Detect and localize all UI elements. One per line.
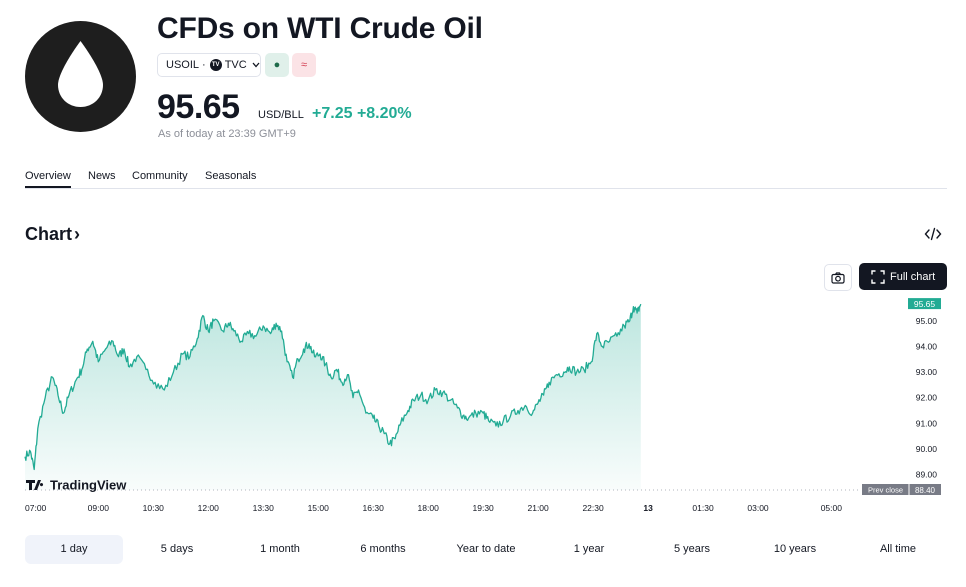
current-price-label: 95.65 xyxy=(914,299,936,309)
x-tick-label: 05:00 xyxy=(821,503,843,513)
market-open-status-icon[interactable]: ● xyxy=(265,53,289,77)
chart-heading-link[interactable]: Chart › xyxy=(25,224,80,245)
chart-heading-label: Chart xyxy=(25,224,73,244)
y-tick-label: 93.00 xyxy=(916,367,938,377)
section-tabs: Overview News Community Seasonals xyxy=(25,170,947,189)
range-1-month[interactable]: 1 month xyxy=(260,543,300,555)
snapshot-button[interactable] xyxy=(824,264,852,291)
x-axis: 07:00 09:00 10:30 12:00 13:30 15:00 16:30 18:00… xyxy=(25,503,842,513)
fullscreen-icon xyxy=(871,269,885,284)
price-area-fill xyxy=(25,304,641,490)
separator: · xyxy=(202,59,206,71)
x-tick-label: 16:30 xyxy=(363,503,385,513)
x-tick-label: 15:00 xyxy=(308,503,330,513)
time-range-selector: 1 day 5 days 1 month 6 months Year to da… xyxy=(25,535,947,564)
chevron-right-icon: › xyxy=(74,224,81,244)
tab-seasonals[interactable]: Seasonals xyxy=(205,170,257,182)
symbol-logo xyxy=(25,21,136,132)
x-tick-label: 21:00 xyxy=(527,503,549,513)
x-tick-label: 03:00 xyxy=(747,503,769,513)
tradingview-watermark: TradingView xyxy=(26,478,127,493)
x-tick-label: 18:00 xyxy=(418,503,440,513)
full-chart-button[interactable]: Full chart xyxy=(859,263,947,290)
range-5-days[interactable]: 5 days xyxy=(160,543,194,555)
currency-unit: USD/BLL xyxy=(258,109,304,121)
exchange-logo-icon: TV xyxy=(209,59,222,71)
range-10-years[interactable]: 10 years xyxy=(773,543,817,555)
camera-icon xyxy=(831,271,845,284)
range-5-years[interactable]: 5 years xyxy=(673,543,711,555)
y-tick-label: 90.00 xyxy=(916,444,938,454)
last-price: 95.65 xyxy=(157,88,240,126)
chevron-down-icon xyxy=(252,60,260,70)
x-tick-label: 10:30 xyxy=(143,503,165,513)
x-tick-label: 13 xyxy=(643,503,653,513)
exchange-label: TVC xyxy=(224,59,247,71)
y-axis: 95.00 94.00 93.00 92.00 91.00 90.00 89.00 xyxy=(916,316,938,480)
range-all-time[interactable]: All time xyxy=(879,543,917,555)
price-line xyxy=(24,303,642,471)
range-1-year[interactable]: 1 year xyxy=(573,543,605,555)
range-year-to-date[interactable]: Year to date xyxy=(456,543,516,555)
change-value: +7.25 xyxy=(312,105,353,122)
x-tick-label: 01:30 xyxy=(692,503,714,513)
current-price-tag: 95.65 xyxy=(908,298,941,310)
tab-news[interactable]: News xyxy=(88,170,116,182)
full-chart-label: Full chart xyxy=(890,270,936,283)
y-tick-label: 94.00 xyxy=(916,341,938,351)
price-chart[interactable]: 95.00 94.00 93.00 92.00 91.00 90.00 89.00 07:0… xyxy=(0,290,966,520)
range-6-months[interactable]: 6 months xyxy=(360,543,406,555)
tradingview-logo-icon xyxy=(26,480,44,490)
tab-community[interactable]: Community xyxy=(132,170,188,182)
page-title: CFDs on WTI Crude Oil xyxy=(157,12,483,45)
x-tick-label: 22:30 xyxy=(582,503,604,513)
embed-code-icon[interactable] xyxy=(924,226,942,242)
quote-timestamp: As of today at 23:39 GMT+9 xyxy=(158,128,296,140)
x-tick-label: 19:30 xyxy=(473,503,495,513)
y-tick-label: 92.00 xyxy=(916,393,938,403)
watermark-text: TradingView xyxy=(50,478,127,493)
tab-overview[interactable]: Overview xyxy=(25,170,71,188)
symbol-exchange-selector[interactable]: USOIL · TV TVC xyxy=(157,53,261,77)
change-percent: +8.20% xyxy=(356,105,412,122)
y-tick-label: 91.00 xyxy=(916,418,938,428)
prev-close-value: 88.40 xyxy=(915,486,936,495)
data-status-icon[interactable]: ≈ xyxy=(292,53,316,77)
price-change: +7.25 +8.20% xyxy=(312,105,412,123)
x-tick-label: 12:00 xyxy=(198,503,220,513)
prev-close-tag: Prev close 88.40 xyxy=(862,484,941,495)
y-tick-label: 95.00 xyxy=(916,316,938,326)
prev-close-label: Prev close xyxy=(868,486,903,495)
y-tick-label: 89.00 xyxy=(916,470,938,480)
x-tick-label: 09:00 xyxy=(88,503,110,513)
range-1-day[interactable]: 1 day xyxy=(25,535,123,564)
x-tick-label: 13:30 xyxy=(253,503,275,513)
x-tick-label: 07:00 xyxy=(25,503,47,513)
symbol-label: USOIL xyxy=(166,59,200,71)
oil-drop-icon xyxy=(58,41,103,107)
